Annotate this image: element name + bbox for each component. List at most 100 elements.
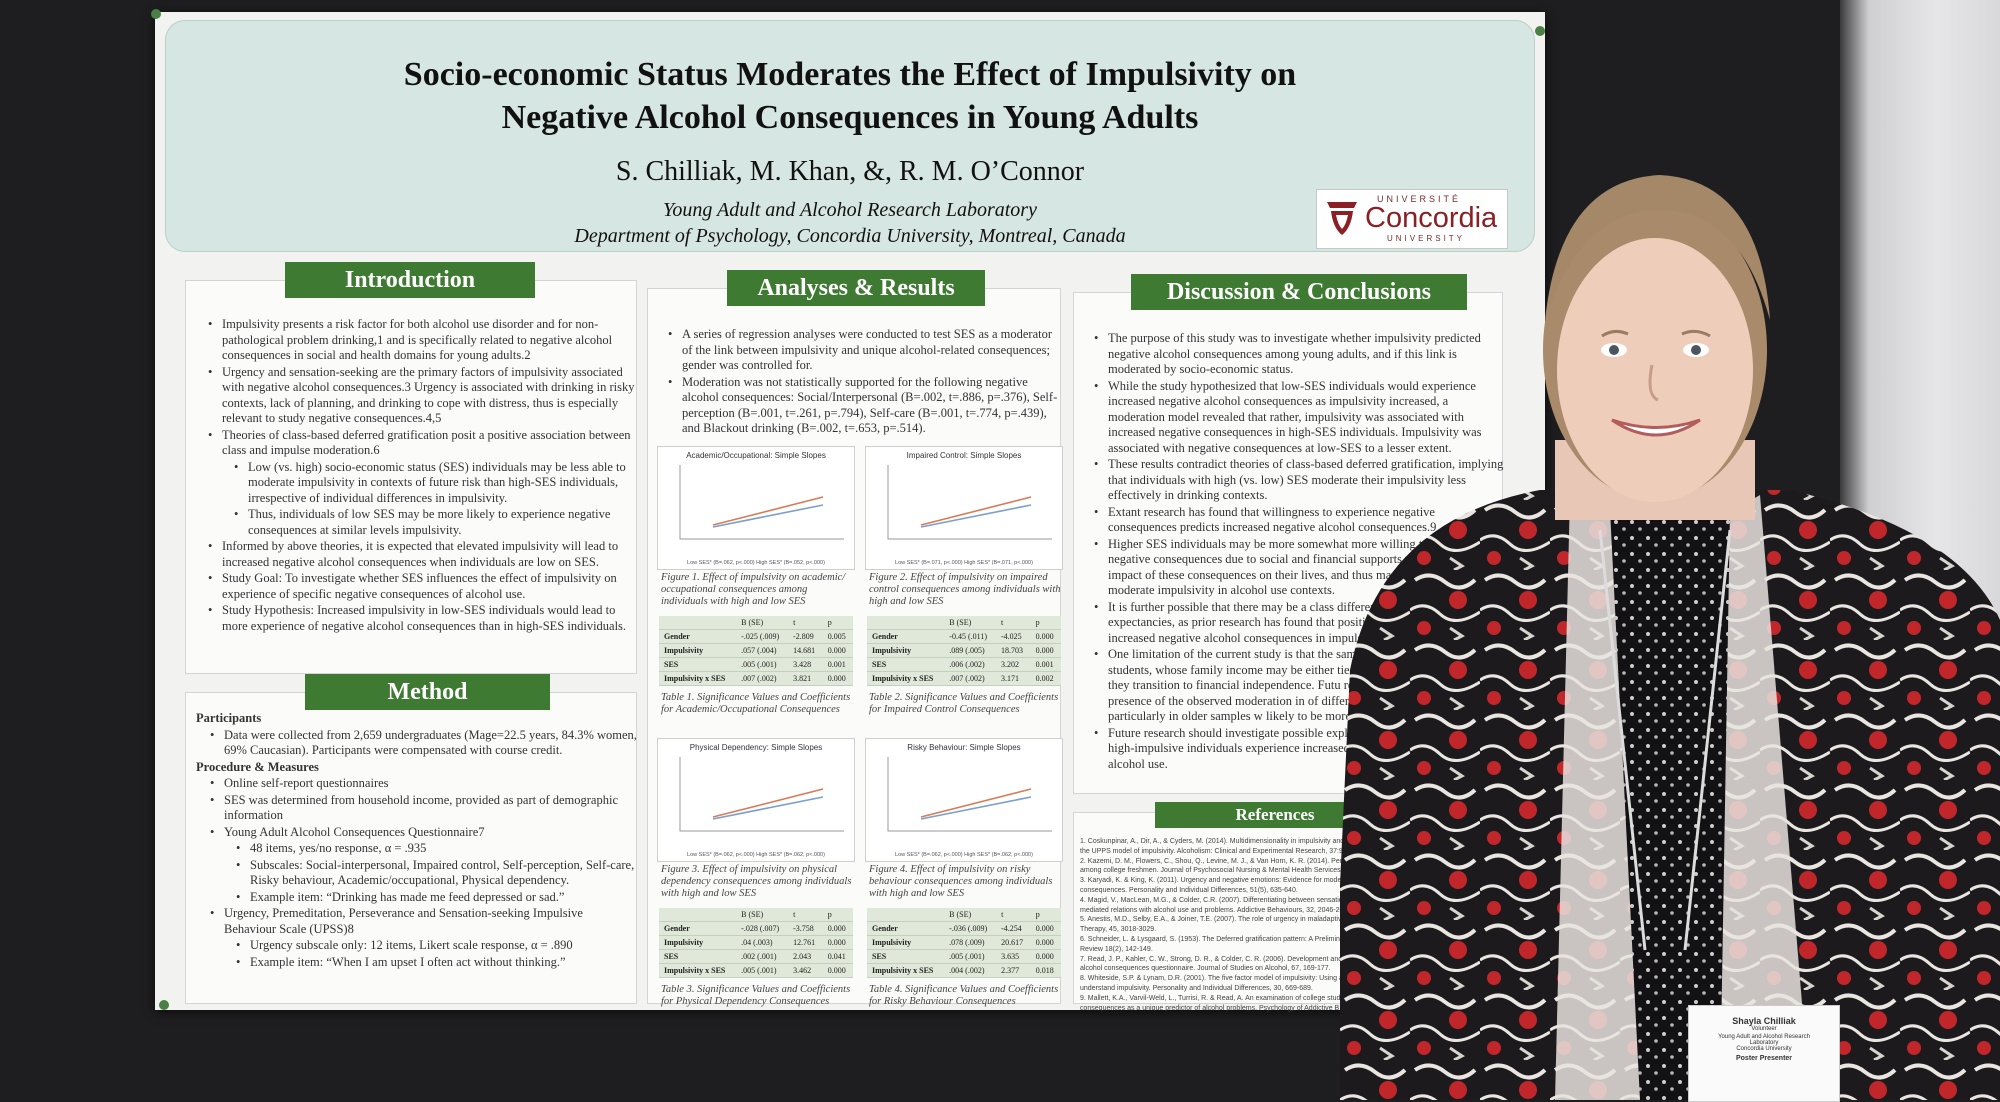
chart-axes [679,465,844,540]
concordia-logo: UNIVERSITÉ Concordia UNIVERSITY [1316,189,1508,249]
series-line-high-ses [712,504,824,528]
figure-caption: Figure 3. Effect of impulsivity on physi… [661,864,852,899]
concordia-crest-icon [1327,202,1357,235]
reference-line: 4. Magid, V., MacLean, M.G., & Colder, C… [1080,896,1400,904]
table-cell: p [1030,908,1061,922]
table-cell: 0.000 [1030,643,1061,658]
table-cell: 0.000 [1030,921,1061,936]
table-row: Impulsivity x SES .004 (.002) 2.377 0.018 [867,963,1061,978]
simple-slopes-chart: Academic/Occupational: Simple Slopes Low … [657,446,855,570]
reference-line: 3. Karyadi, K. & King, K. (2011). Urgenc… [1080,877,1397,885]
table-cell: B (SE) [944,616,996,630]
coefficients-table: B (SE) t p Gender -0.45 (.011) -4.025 0.000 Imp… [867,616,1061,686]
method-bullet: Procedure & Measures [196,759,319,774]
table-cell: 0.002 [1030,671,1061,686]
analyses-list: A series of regression analyses were con… [654,327,1062,438]
chart-legend: Low SES* (B=.062, p<.000) High SES* (B=.… [687,560,825,566]
table-cell: 3.428 [788,657,823,672]
table-row: Impulsivity .089 (.005) 18.703 0.000 [867,643,1061,658]
reference-line: consequences. Personality and Individual… [1080,886,1298,894]
department: Department of Psychology, Concordia Univ… [574,225,1126,247]
table-cell: p [822,616,853,630]
badge-university: Concordia University [1736,1046,1792,1052]
introduction-bullet: Impulsivity presents a risk factor for b… [208,317,636,364]
table-cell: 0.000 [1030,935,1061,950]
chart-title: Impaired Control: Simple Slopes [906,451,1022,460]
table-cell: 2.377 [996,963,1031,978]
discussion-bullet: The purpose of this study was to investi… [1094,331,1506,378]
logo-top-text: UNIVERSITÉ [1377,194,1462,204]
analyses-bullet: Moderation was not statistically support… [668,375,1062,437]
table-cell: .005 (.001) [944,949,997,964]
table-row: SES .005 (.001) 3.428 0.001 [659,657,853,672]
introduction-bullet: Thus, individuals of low SES may be more… [208,507,636,538]
introduction-list: Impulsivity presents a risk factor for b… [194,317,636,635]
table-row: Impulsivity .057 (.004) 14.681 0.000 [659,643,853,658]
table-cell: -4.254 [996,921,1031,936]
table-cell [659,908,737,922]
table-cell: p [1030,616,1061,630]
series-line-high-ses [920,796,1032,820]
method-title: Method [305,674,550,710]
table-cell: Impulsivity [867,643,945,658]
table-cell: .007 (.002) [944,671,996,686]
table-caption: Table 1. Significance Values and Coeffic… [661,692,851,715]
presenter-photo [1340,175,2000,1100]
introduction-bullet: Study Hypothesis: Increased impulsivity … [208,603,636,634]
method-bullet: Participants [196,711,262,725]
series-line-low-ses [712,788,824,818]
table-cell: SES [867,657,945,672]
lab-name: Young Adult and Alcohol Research Laborat… [663,199,1037,221]
logo-name: Concordia [1365,202,1498,234]
chart-axes [887,465,1052,540]
table-cell: -.028 (.007) [736,921,789,936]
table-cell: 0.001 [822,657,853,672]
table-cell: 3.462 [788,963,823,978]
table-row: Impulsivity .078 (.009) 20.617 0.000 [867,935,1061,950]
introduction-bullet: Theories of class-based deferred gratifi… [208,428,636,459]
chart-title: Risky Behaviour: Simple Slopes [907,743,1021,752]
introduction-bullet: Study Goal: To investigate whether SES i… [208,571,636,602]
reference-line: 9. Mallett, K.A., Varvil-Weld, L., Turri… [1080,994,1369,1002]
table-cell: 0.000 [822,643,853,658]
table-cell: Gender [659,921,737,936]
reference-line: 5. Anestis, M.D., Selby, E.A., & Joiner,… [1080,916,1394,924]
table-cell: .005 (.001) [736,963,789,978]
table-cell: 0.000 [822,921,853,936]
table-cell: 0.018 [1030,963,1061,978]
table-cell [867,616,945,630]
introduction-bullet: Informed by above theories, it is expect… [208,539,636,570]
table-cell: B (SE) [736,908,789,922]
table-cell: 2.043 [788,949,823,964]
coefficients-table: B (SE) t p Gender -.028 (.007) -3.758 0.000 Imp… [659,908,853,978]
reference-line: Therapy, 45, 3018-3029. [1080,926,1157,934]
table-cell: Impulsivity [659,643,737,658]
reference-line: consequences as a unique predictor of al… [1080,1004,1340,1012]
simple-slopes-chart: Risky Behaviour: Simple Slopes Low SES* (… [865,738,1063,862]
table-cell [659,616,737,630]
table-cell: SES [659,949,737,964]
introduction-bullet: Urgency and sensation-seeking are the pr… [208,365,636,427]
reference-line: 1. Coskunpinar, A., Dir, A., & Cyders, M… [1080,838,1414,845]
table-cell: 0.041 [822,949,853,964]
table-cell: .04 (.003) [736,935,789,950]
table-cell: 3.171 [995,671,1031,686]
table-cell: .057 (.004) [736,643,789,658]
table-cell: .005 (.001) [736,657,789,672]
table-cell: -2.809 [788,629,823,644]
figure-caption: Figure 4. Effect of impulsivity on risky… [869,864,1053,899]
table-row: Gender -0.45 (.011) -4.025 0.000 [867,629,1061,644]
introduction-title: Introduction [285,262,535,298]
series-line-low-ses [920,788,1032,818]
name-badge: Shayla Chilliak Volunteer Young Adult an… [1688,1005,1840,1102]
table-cell: -0.45 (.011) [944,629,996,644]
table-cell: Gender [659,629,737,644]
analyses-title: Analyses & Results [727,270,985,306]
table-cell: SES [659,657,737,672]
table-row: Gender -.025 (.009) -2.809 0.005 [659,629,853,644]
table-caption: Table 3. Significance Values and Coeffic… [661,984,851,1007]
method-bullet: Subscales: Social-interpersonal, Impaire… [210,858,638,889]
method-bullet: Data were collected from 2,659 undergrad… [210,728,638,759]
method-list: Participants Data were collected from 2,6… [196,711,638,971]
table-cell: .078 (.009) [944,935,997,950]
